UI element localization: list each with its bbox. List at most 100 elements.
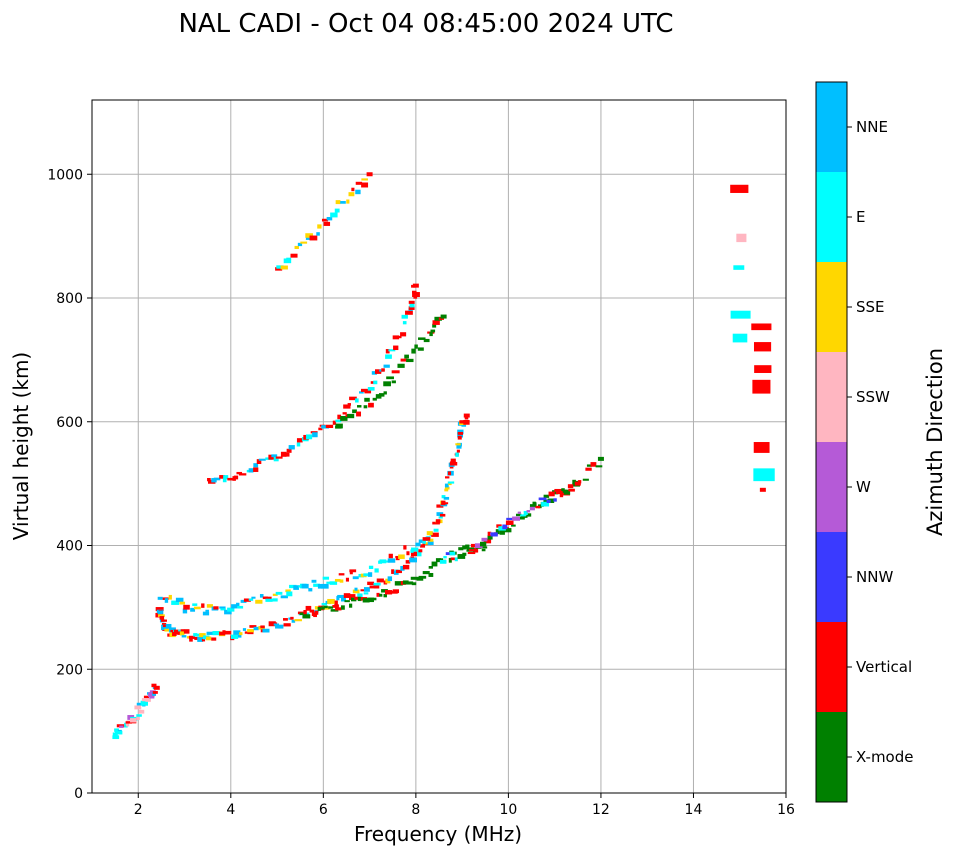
echo-mark — [309, 235, 318, 241]
x-tick-label: 16 — [777, 802, 795, 818]
echo-mark — [517, 511, 521, 514]
echo-mark — [136, 716, 140, 721]
echo-mark — [236, 602, 240, 608]
echo-mark — [529, 504, 537, 508]
echo-mark — [136, 714, 142, 717]
colorbar-segment — [816, 352, 847, 442]
echo-mark — [567, 484, 574, 489]
echo-mark — [305, 434, 313, 440]
echo-mark — [243, 598, 251, 602]
echo-mark — [754, 365, 772, 373]
echo-mark — [344, 600, 350, 603]
echo-mark — [265, 598, 273, 602]
echo-mark — [211, 637, 217, 641]
colorbar-label: E — [856, 208, 865, 226]
echo-mark — [378, 393, 385, 397]
echo-mark — [375, 394, 382, 399]
echo-mark — [543, 499, 549, 503]
echo-mark — [290, 616, 294, 620]
x-tick-label: 10 — [499, 802, 517, 818]
echo-mark — [130, 718, 137, 723]
echo-mark — [286, 591, 293, 597]
echo-mark — [384, 560, 390, 563]
echo-mark — [305, 233, 313, 238]
echo-mark — [180, 629, 185, 633]
echo-mark — [220, 608, 226, 611]
echo-mark — [526, 510, 531, 513]
echo-mark — [213, 606, 219, 610]
y-axis: 0 200 400 600 800 1000 — [47, 167, 92, 802]
echo-mark — [436, 512, 444, 516]
echo-mark — [346, 199, 350, 204]
echo-mark — [431, 532, 439, 537]
x-axis: 2 4 6 8 10 12 14 16 — [134, 793, 795, 818]
echo-mark — [153, 685, 160, 690]
echo-mark — [354, 596, 361, 600]
echo-mark — [347, 413, 355, 419]
colorbar-label: X-mode — [856, 748, 913, 766]
echo-mark — [439, 558, 444, 561]
echo-mark — [340, 605, 345, 610]
echo-mark — [498, 526, 506, 531]
colorbar-label: W — [856, 478, 871, 496]
echo-mark — [732, 333, 748, 343]
echo-mark — [323, 605, 328, 609]
echo-mark — [349, 569, 357, 573]
echo-mark — [179, 601, 186, 605]
echo-mark — [265, 596, 272, 600]
echo-mark — [294, 619, 302, 622]
echo-mark — [246, 469, 250, 473]
echo-mark — [179, 631, 185, 636]
echo-mark — [387, 576, 393, 582]
echo-mark — [197, 636, 204, 642]
echo-mark — [363, 587, 370, 592]
echo-mark — [503, 528, 512, 533]
series-group — [335, 314, 447, 429]
echo-mark — [335, 419, 342, 423]
echo-mark — [161, 623, 167, 627]
echo-mark — [360, 388, 368, 392]
echo-mark — [447, 471, 452, 476]
x-tick-label: 12 — [592, 802, 610, 818]
echo-mark — [340, 415, 348, 421]
echo-mark — [213, 477, 221, 481]
echo-mark — [181, 635, 187, 638]
echo-mark — [468, 549, 477, 552]
x-tick-label: 8 — [411, 802, 420, 818]
echo-mark — [364, 388, 372, 394]
echo-mark — [574, 481, 581, 486]
echo-mark — [317, 584, 322, 589]
echo-mark — [385, 349, 390, 354]
echo-mark — [434, 316, 442, 321]
echo-mark — [345, 577, 350, 582]
echo-mark — [546, 499, 551, 503]
echo-mark — [506, 517, 514, 521]
echo-mark — [313, 613, 317, 618]
echo-mark — [157, 596, 163, 600]
echo-mark — [321, 602, 327, 606]
echo-mark — [321, 425, 329, 429]
echo-mark — [168, 594, 172, 600]
echo-mark — [361, 178, 368, 181]
echo-mark — [443, 555, 447, 559]
echo-mark — [447, 481, 455, 484]
echo-mark — [420, 544, 426, 548]
echo-mark — [270, 622, 278, 626]
echo-mark — [361, 182, 369, 188]
echo-mark — [520, 515, 528, 518]
series-group — [730, 184, 775, 492]
echo-mark — [449, 466, 454, 469]
echo-mark — [271, 454, 278, 458]
echo-mark — [335, 200, 341, 205]
y-tick-label: 1000 — [47, 167, 83, 183]
colorbar-segment — [816, 622, 847, 712]
echo-mark — [286, 448, 292, 453]
echo-mark — [487, 535, 493, 540]
echo-mark — [258, 458, 266, 461]
echo-mark — [288, 445, 295, 450]
echo-mark — [223, 630, 232, 635]
echo-mark — [230, 634, 239, 639]
echo-mark — [422, 537, 431, 541]
echo-mark — [397, 363, 405, 368]
echo-mark — [444, 486, 450, 490]
